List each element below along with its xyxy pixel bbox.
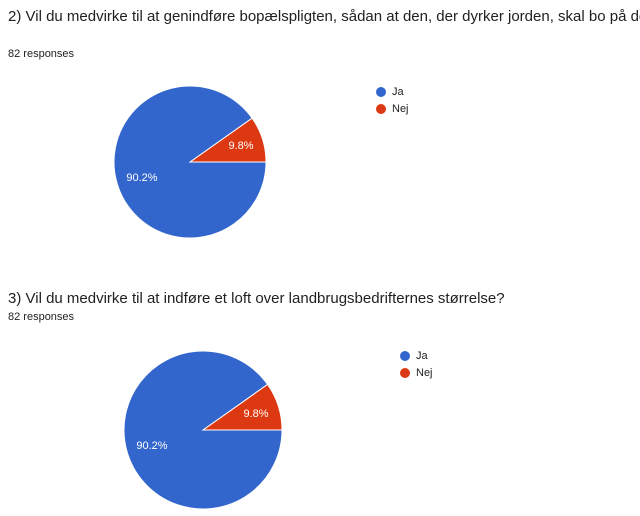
question-2-response-count: 82 responses	[8, 48, 75, 60]
legend-item-nej: Nej	[376, 100, 409, 117]
legend-item-ja: Ja	[400, 347, 433, 364]
pie-label-nej: 9.8%	[228, 140, 253, 152]
legend-label-ja: Ja	[392, 85, 404, 98]
legend-label-nej: Nej	[392, 102, 409, 115]
legend-dot-ja-icon	[376, 86, 386, 97]
question-3-legend: Ja Nej	[400, 347, 433, 381]
pie-label-nej: 9.8%	[243, 408, 268, 420]
question-2-title: 2) Vil du medvirke til at genindføre bop…	[8, 8, 640, 25]
pie-slice-ja[interactable]	[113, 85, 267, 239]
legend-label-nej: Nej	[416, 366, 433, 379]
question-3-title: 3) Vil du medvirke til at indføre et lof…	[8, 290, 505, 307]
legend-dot-nej-icon	[376, 103, 386, 114]
legend-dot-ja-icon	[400, 350, 410, 361]
question-2-pie-chart: 90.2% 9.8%	[113, 85, 267, 239]
legend-label-ja: Ja	[416, 349, 428, 362]
question-2-legend: Ja Nej	[376, 83, 409, 117]
legend-item-ja: Ja	[376, 83, 409, 100]
legend-dot-nej-icon	[400, 367, 410, 378]
question-3-response-count: 82 responses	[8, 311, 75, 323]
pie-label-ja: 90.2%	[126, 172, 157, 184]
pie-label-ja: 90.2%	[136, 440, 167, 452]
legend-item-nej: Nej	[400, 364, 433, 381]
pie-slice-ja[interactable]	[123, 350, 283, 510]
